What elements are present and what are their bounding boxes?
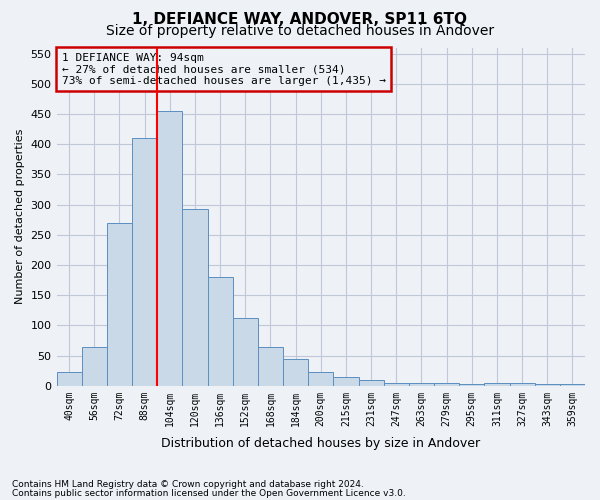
Bar [334, 378, 359, 386]
Text: 1 DEFIANCE WAY: 94sqm
← 27% of detached houses are smaller (534)
73% of semi-det: 1 DEFIANCE WAY: 94sqm ← 27% of detached … [62, 52, 386, 86]
Bar [509, 384, 535, 386]
Bar [484, 383, 509, 386]
Bar [308, 372, 334, 386]
Bar [107, 222, 132, 386]
Text: Contains public sector information licensed under the Open Government Licence v3: Contains public sector information licen… [12, 488, 406, 498]
Bar [258, 346, 283, 386]
Y-axis label: Number of detached properties: Number of detached properties [15, 129, 25, 304]
Bar [132, 138, 157, 386]
Bar [383, 383, 409, 386]
Text: 1, DEFIANCE WAY, ANDOVER, SP11 6TQ: 1, DEFIANCE WAY, ANDOVER, SP11 6TQ [133, 12, 467, 28]
Bar [208, 277, 233, 386]
Bar [233, 318, 258, 386]
Bar [459, 384, 484, 386]
Text: Size of property relative to detached houses in Andover: Size of property relative to detached ho… [106, 24, 494, 38]
Bar [409, 383, 434, 386]
Bar [535, 384, 560, 386]
Bar [560, 384, 585, 386]
Bar [157, 111, 182, 386]
Bar [283, 359, 308, 386]
Bar [182, 209, 208, 386]
Bar [434, 383, 459, 386]
Bar [56, 372, 82, 386]
Text: Contains HM Land Registry data © Crown copyright and database right 2024.: Contains HM Land Registry data © Crown c… [12, 480, 364, 489]
Bar [359, 380, 383, 386]
Bar [82, 346, 107, 386]
X-axis label: Distribution of detached houses by size in Andover: Distribution of detached houses by size … [161, 437, 481, 450]
